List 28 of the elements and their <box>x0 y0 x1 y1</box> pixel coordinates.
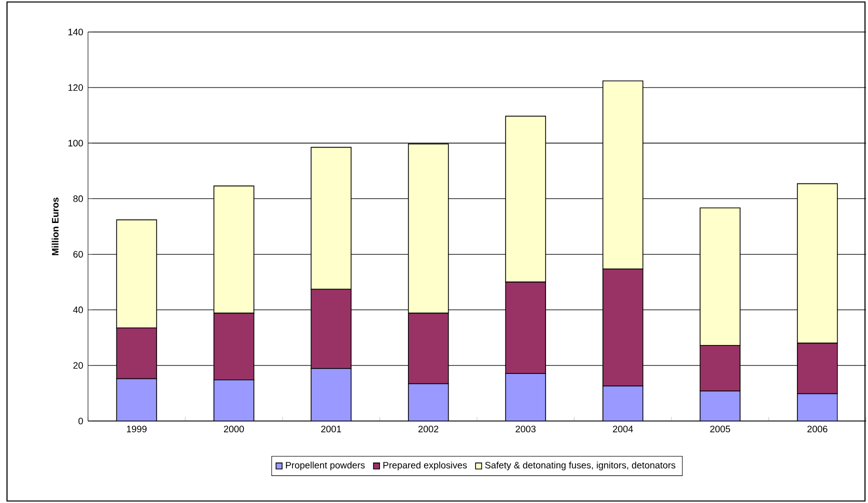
legend-label: Safety & detonating fuses, ignitors, detonators <box>485 462 676 470</box>
bar <box>213 379 254 421</box>
y-tick-label: 80 <box>73 195 83 202</box>
bar <box>796 393 838 421</box>
x-tick-label: 2000 <box>224 426 244 432</box>
x-tick-label: 1999 <box>126 426 147 432</box>
bar <box>505 373 546 421</box>
x-tick-label: 2005 <box>710 426 730 432</box>
x-tick-label: 2002 <box>418 426 438 432</box>
bar <box>116 378 158 421</box>
y-tick-label: 100 <box>68 140 83 146</box>
x-tick-label: 2004 <box>612 426 633 432</box>
x-tick-label: 2003 <box>516 426 536 432</box>
legend-label: Propellent powders <box>286 462 365 470</box>
bar <box>602 386 644 421</box>
y-tick-label: 60 <box>73 250 83 258</box>
y-tick-label: 120 <box>68 84 83 91</box>
y-axis-title: Million Euros <box>52 198 59 256</box>
y-tick-label: 0 <box>78 418 83 424</box>
bar <box>700 390 741 421</box>
legend-label: Prepared explosives <box>383 462 467 470</box>
y-tick-label: 40 <box>73 306 83 314</box>
bar <box>408 383 449 421</box>
x-tick-label: 2001 <box>321 426 342 432</box>
y-tick-label: 140 <box>68 28 83 36</box>
bar <box>310 368 352 421</box>
x-tick-label: 2006 <box>807 426 828 432</box>
y-tick-label: 20 <box>73 362 83 369</box>
